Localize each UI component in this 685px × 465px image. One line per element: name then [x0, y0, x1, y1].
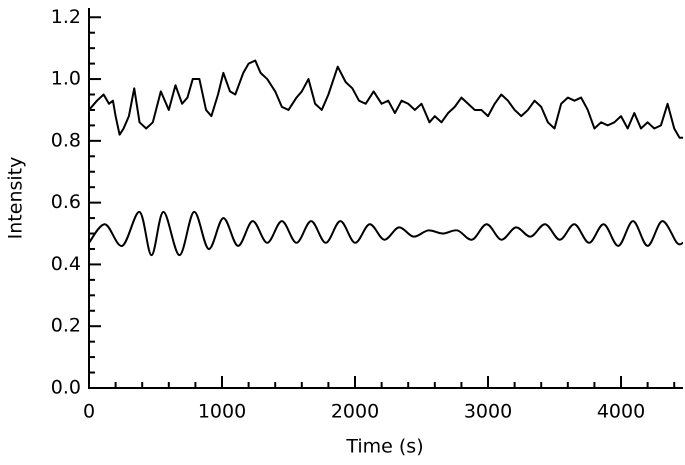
y-tick-label: 0.2	[51, 315, 81, 337]
y-tick-label: 1.0	[51, 68, 81, 90]
y-tick-label: 0.4	[51, 253, 81, 275]
x-tick-label: 1000	[198, 401, 246, 423]
y-tick-label: 1.2	[51, 6, 81, 28]
x-tick-label: 4000	[597, 401, 645, 423]
data-line	[88, 210, 684, 257]
data-line	[88, 59, 683, 139]
y-tick-label: 0.8	[51, 129, 81, 151]
y-tick-label: 0.6	[51, 191, 81, 213]
x-tick-label: 0	[83, 401, 95, 423]
x-tick-label: 3000	[464, 401, 512, 423]
x-tick-label: 2000	[331, 401, 379, 423]
y-axis-title: Intensity	[5, 157, 27, 240]
x-axis-title: Time (s)	[345, 436, 423, 458]
y-tick-label: 0.0	[51, 377, 81, 399]
